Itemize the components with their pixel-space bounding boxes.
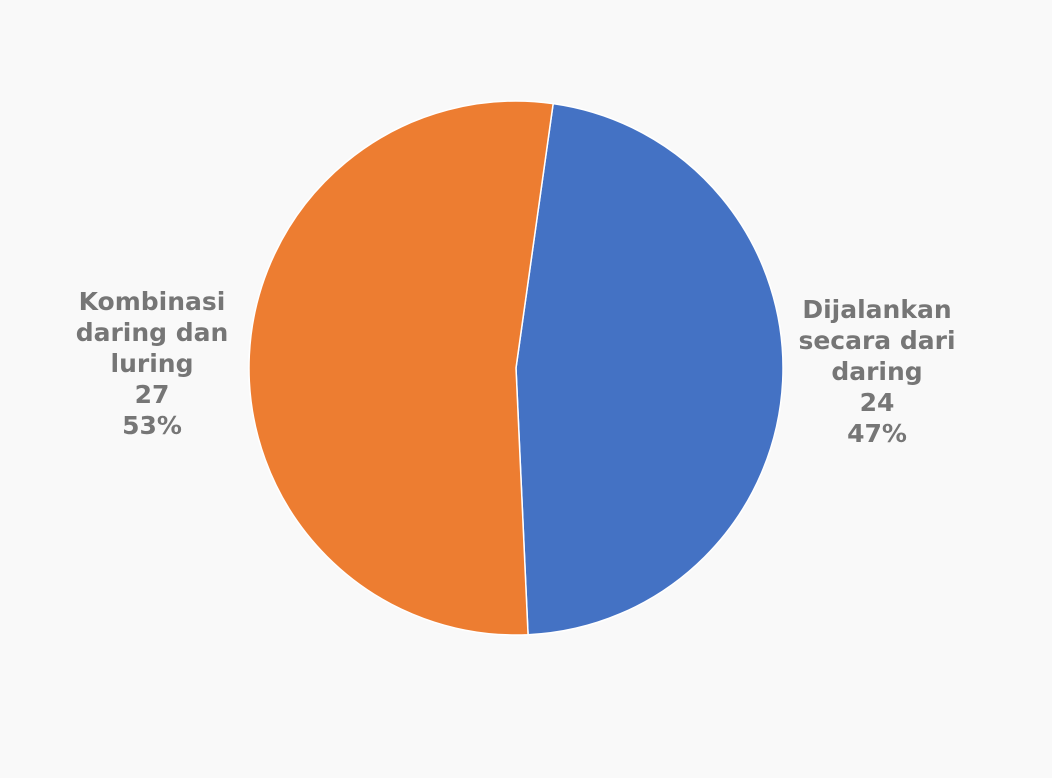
slice-percent-label: 47%	[847, 419, 907, 448]
slice-label-line-2: luring	[111, 349, 194, 378]
slice-value-label: 27	[135, 380, 170, 409]
slice-label-line-2: daring	[831, 357, 922, 386]
slice-value-label: 24	[860, 388, 895, 417]
slice-label-line-1: daring dan	[76, 318, 229, 347]
pie-slice-0	[515, 102, 784, 636]
pie-slices	[248, 100, 784, 636]
slice-label-line-1: secara dari	[798, 326, 955, 355]
slice-percent-label: 53%	[122, 411, 182, 440]
slice-label-line-0: Kombinasi	[79, 287, 226, 316]
pie-slice-1	[248, 100, 555, 636]
slice-label-line-0: Dijalankan	[802, 295, 951, 324]
